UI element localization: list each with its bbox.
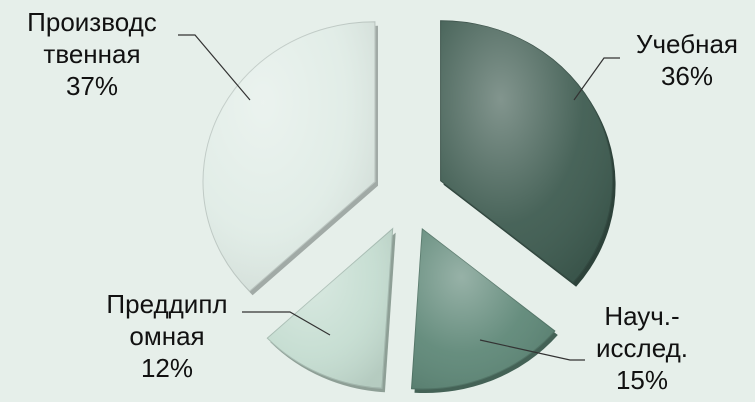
slice-uchebnaya-highlight [441,21,613,283]
slice-label-proizvodstvennaya: Производс твенная 37% [6,6,178,102]
slice-percent: 36% [623,60,751,92]
slice-percent: 15% [583,364,701,396]
slice-name: Учебная [623,28,751,60]
slice-proizvodstvennaya [203,22,378,296]
slice-name: твенная [6,38,178,70]
slice-label-preddiplomnaya: Преддипл омная 12% [93,288,241,384]
slice-proizvodstvennaya-highlight [203,22,375,292]
slice-name: исслед. [583,332,701,364]
slice-name: омная [93,320,241,352]
slice-label-uchebnaya: Учебная 36% [623,28,751,92]
slice-uchebnaya [441,21,616,287]
slice-label-nauch-issled: Науч.- исслед. 15% [583,300,701,396]
slice-name: Преддипл [93,288,241,320]
slice-percent: 37% [6,70,178,102]
slice-percent: 12% [93,352,241,384]
slice-name: Производс [6,6,178,38]
slice-name: Науч.- [583,300,701,332]
